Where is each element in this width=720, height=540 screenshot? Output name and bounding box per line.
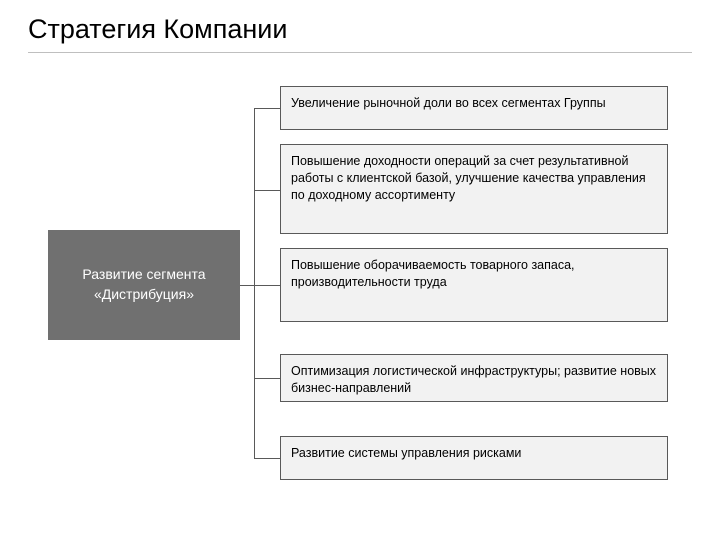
right-box-3-text: Оптимизация логистической инфраструктуры… <box>291 363 657 397</box>
slide: Стратегия Компании Развитие сегмента «Ди… <box>0 0 720 540</box>
right-box-1-text: Повышение доходности операций за счет ре… <box>291 153 657 204</box>
right-box-2-text: Повышение оборачиваемость товарного запа… <box>291 257 657 291</box>
connector-trunk <box>254 108 255 458</box>
left-segment-text: Развитие сегмента «Дистрибуция» <box>82 265 205 304</box>
left-segment-box: Развитие сегмента «Дистрибуция» <box>48 230 240 340</box>
right-box-4-text: Развитие системы управления рисками <box>291 445 521 462</box>
connector-branch-0 <box>254 108 280 109</box>
slide-title: Стратегия Компании <box>28 14 287 45</box>
right-box-1: Повышение доходности операций за счет ре… <box>280 144 668 234</box>
title-underline <box>28 52 692 53</box>
connector-from-left <box>240 285 254 286</box>
right-box-2: Повышение оборачиваемость товарного запа… <box>280 248 668 322</box>
right-box-0: Увеличение рыночной доли во всех сегмент… <box>280 86 668 130</box>
connector-branch-1 <box>254 190 280 191</box>
left-line2: «Дистрибуция» <box>94 286 194 302</box>
connector-branch-2 <box>254 285 280 286</box>
right-box-0-text: Увеличение рыночной доли во всех сегмент… <box>291 95 606 112</box>
right-box-4: Развитие системы управления рисками <box>280 436 668 480</box>
right-box-3: Оптимизация логистической инфраструктуры… <box>280 354 668 402</box>
connector-branch-4 <box>254 458 280 459</box>
left-line1: Развитие сегмента <box>82 266 205 282</box>
connector-branch-3 <box>254 378 280 379</box>
